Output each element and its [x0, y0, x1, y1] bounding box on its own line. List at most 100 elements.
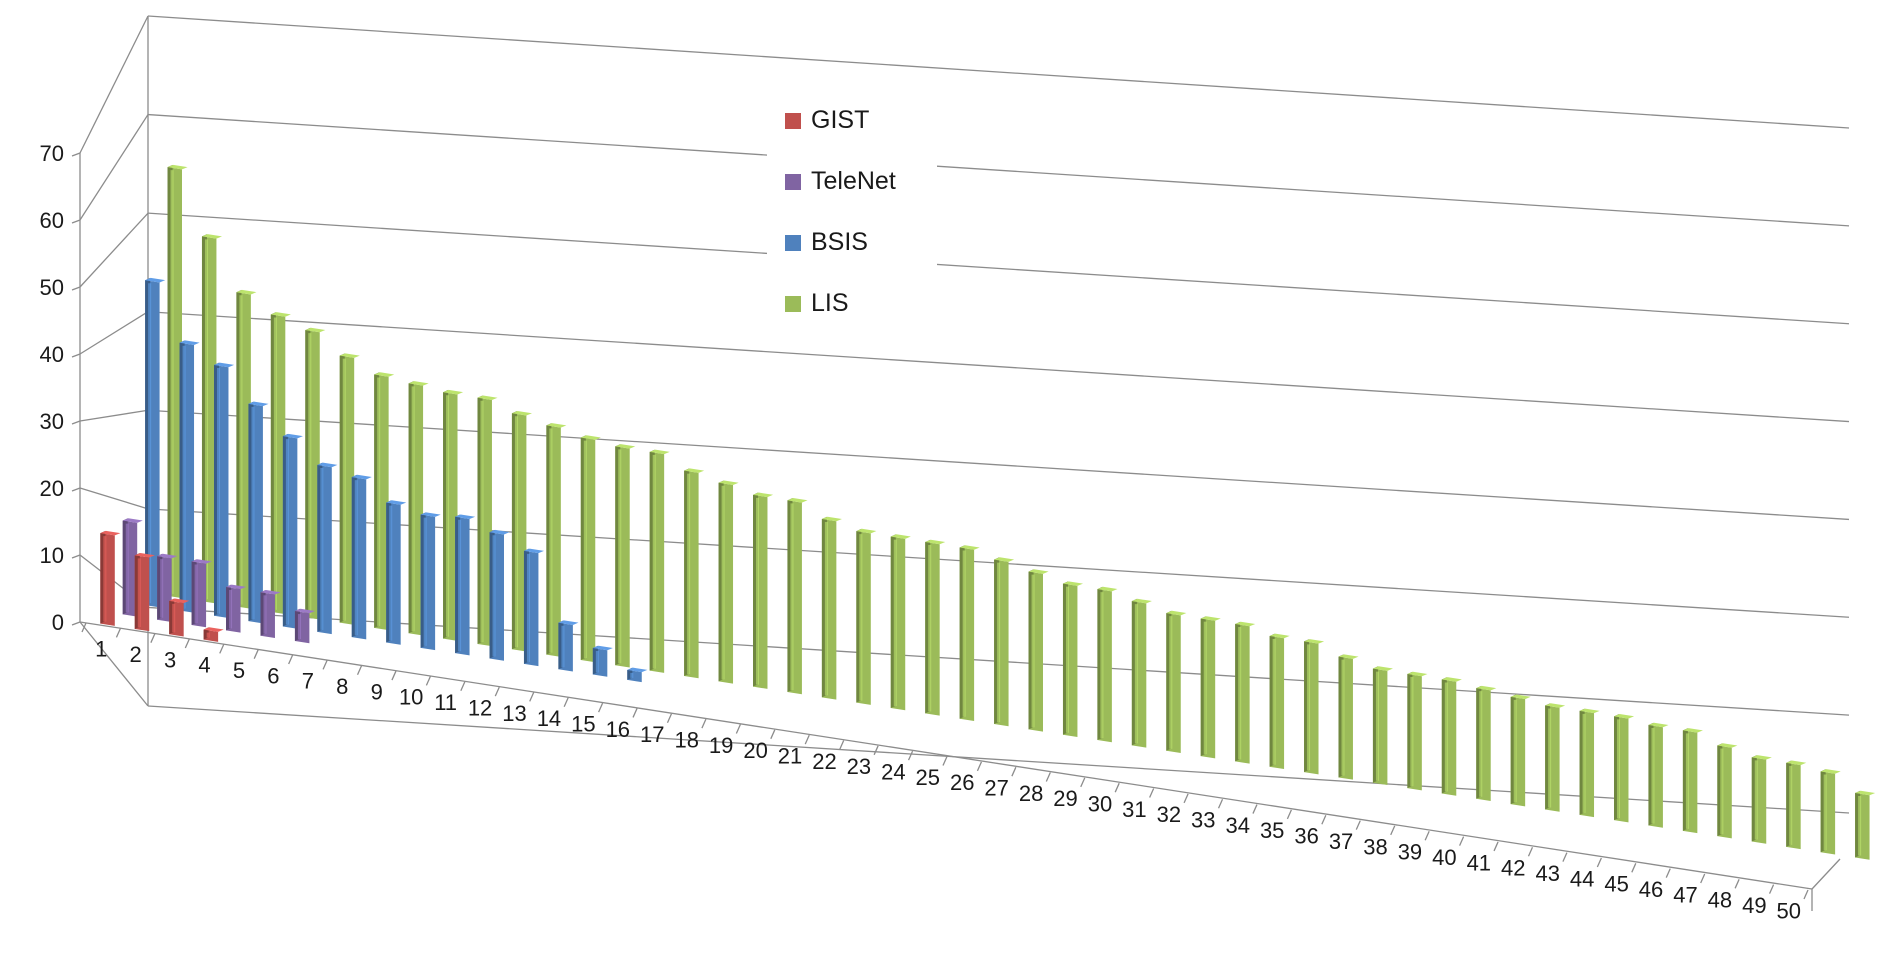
bar-lis-7 — [374, 372, 395, 631]
bar-highlight — [630, 672, 634, 678]
bar-highlight — [148, 283, 152, 604]
bar-lis-46 — [1717, 743, 1738, 839]
bars — [100, 164, 1876, 860]
bar-highlight — [1169, 616, 1173, 749]
side-gridline — [79, 311, 149, 355]
x-tick — [1493, 841, 1499, 852]
bar-telenet-4 — [226, 584, 247, 633]
bar-top — [169, 598, 190, 604]
bar-highlight — [928, 545, 932, 712]
bar-top — [787, 498, 808, 503]
bar-highlight — [411, 386, 415, 632]
bar-lis-44 — [1648, 722, 1669, 828]
x-tick — [1424, 830, 1430, 841]
bar-gist-2 — [134, 553, 155, 632]
bar-top — [455, 514, 476, 520]
x-tick — [1355, 820, 1361, 830]
bar-highlight — [1410, 677, 1414, 787]
bar-top — [1028, 569, 1049, 574]
y-tick-label: 60 — [40, 208, 64, 233]
legend-swatch-gist — [785, 113, 801, 129]
x-tick-label: 11 — [434, 690, 457, 715]
bar-top — [134, 553, 155, 558]
bar-lis-5 — [305, 327, 326, 620]
bar-highlight — [652, 454, 656, 669]
bar-highlight — [423, 517, 427, 646]
x-tick-label: 22 — [812, 749, 836, 774]
bar-bsis-6 — [317, 462, 338, 635]
bar-top — [1820, 769, 1841, 774]
bar-highlight — [273, 317, 277, 610]
bar-top — [1372, 666, 1393, 671]
bar-lis-1 — [167, 164, 188, 599]
x-tick-label: 12 — [468, 695, 492, 720]
x-tick — [1665, 868, 1671, 878]
bar-lis-42 — [1579, 708, 1600, 818]
bar-highlight — [297, 614, 301, 640]
bar-highlight — [354, 480, 358, 636]
legend-swatch-lis — [785, 296, 801, 312]
bar-top — [615, 444, 636, 449]
x-tick — [288, 654, 294, 665]
bar-highlight — [1100, 592, 1104, 739]
bar-lis-35 — [1338, 654, 1359, 780]
bar-highlight — [182, 345, 186, 609]
bar-top — [1786, 760, 1807, 766]
bar-top — [317, 462, 338, 468]
bar-top — [580, 435, 601, 440]
bar-highlight — [595, 651, 599, 673]
bar-highlight — [824, 522, 828, 696]
x-tick-label: 30 — [1088, 792, 1112, 817]
bar-top — [1166, 610, 1187, 616]
bar-highlight — [170, 170, 174, 594]
bar-top — [305, 327, 326, 333]
x-tick — [1286, 809, 1292, 820]
bar-highlight — [251, 406, 255, 620]
bar-telenet-3 — [191, 559, 212, 628]
bar-top — [226, 584, 247, 590]
x-tick-label: 9 — [371, 679, 383, 704]
bar-top — [1510, 694, 1531, 700]
bar-lis-41 — [1545, 703, 1566, 812]
x-tick-label: 19 — [709, 733, 733, 758]
x-tick-label: 5 — [233, 658, 245, 683]
bar-top — [753, 492, 774, 498]
legend-label-lis: LIS — [811, 289, 849, 317]
x-tick-label: 37 — [1329, 829, 1353, 854]
bar-top — [1235, 621, 1256, 627]
legend-swatch-bsis — [785, 235, 801, 251]
bar-highlight — [859, 534, 863, 701]
x-tick-label: 2 — [130, 642, 142, 667]
y-tick-label: 10 — [40, 543, 64, 568]
bar-top — [1131, 598, 1152, 604]
bar-top — [214, 362, 235, 368]
x-tick-label: 15 — [571, 711, 595, 736]
bar-highlight — [514, 416, 518, 648]
x-tick-label: 6 — [267, 663, 279, 688]
bar-highlight — [1513, 699, 1517, 803]
side-gridline — [79, 212, 149, 288]
bar-lis-2 — [201, 234, 223, 604]
x-tick — [804, 734, 810, 745]
x-tick — [1631, 863, 1637, 873]
bar-highlight — [492, 535, 496, 657]
bar-top — [374, 372, 395, 377]
bar-telenet-5 — [260, 590, 281, 638]
x-tick-label: 32 — [1157, 802, 1181, 827]
bar-highlight — [526, 553, 530, 662]
x-tick — [1011, 766, 1017, 777]
bar-lis-40 — [1510, 694, 1531, 807]
back-gridline — [147, 113, 1850, 227]
bar-top — [282, 433, 303, 439]
bar-lis-17 — [718, 480, 739, 684]
bar-top — [236, 289, 257, 295]
bar-top — [420, 512, 441, 517]
legend-label-gist: GIST — [811, 106, 869, 134]
bar-highlight — [962, 550, 966, 717]
back-gridline — [147, 705, 1850, 814]
bar-highlight — [308, 333, 312, 616]
x-tick — [356, 665, 363, 675]
x-tick — [735, 724, 741, 734]
legend-label-bsis: BSIS — [811, 228, 868, 256]
bar-lis-18 — [753, 492, 774, 689]
